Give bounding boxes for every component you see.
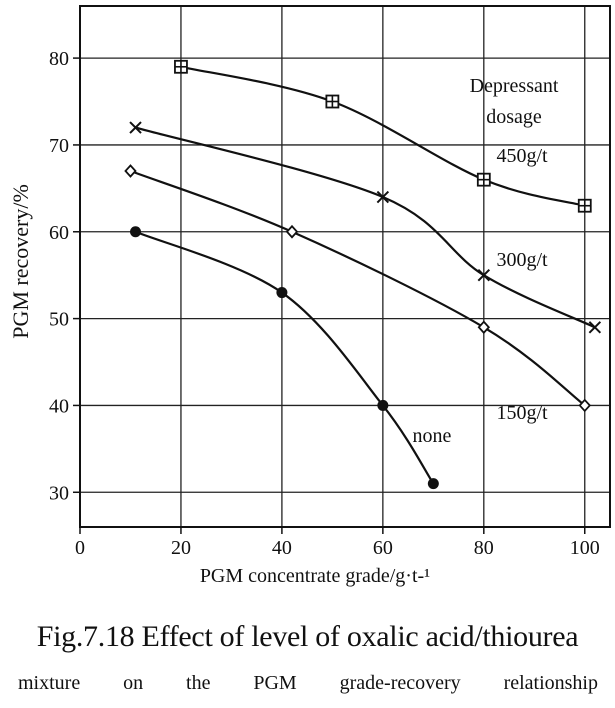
y-tick-label: 60 (49, 222, 69, 244)
legend-title-line-1: Depressant (470, 75, 559, 97)
data-point-marker (477, 268, 491, 282)
data-point-marker (129, 121, 142, 134)
series-line-150g-t (130, 169, 586, 407)
y-tick-label: 50 (49, 309, 69, 331)
series-150g-t: 150g/t (124, 164, 591, 424)
data-point-marker (276, 287, 288, 299)
grade-recovery-chart: 0 20 40 60 80 100 30 40 50 60 70 80 450g/t 300g/t 150… (8, 5, 611, 587)
x-tick-label: 80 (474, 537, 494, 559)
data-series: 450g/t 300g/t 150g/t none (124, 59, 602, 490)
x-tick-label: 100 (570, 537, 600, 559)
series-line-450g-t (180, 65, 586, 207)
data-point-marker (588, 321, 602, 334)
data-point-marker (124, 164, 137, 178)
grid-lines (80, 6, 610, 527)
y-tick-label: 70 (49, 135, 69, 157)
series-300g-t: 300g/t (129, 121, 602, 334)
axis-ticks: 0 20 40 60 80 100 30 40 50 60 70 80 (49, 48, 600, 559)
x-axis-label: PGM concentrate grade/g·t-¹ (200, 565, 430, 587)
data-point-marker (377, 399, 389, 411)
series-label-150g-t: 150g/t (496, 402, 548, 424)
series-450g-t: 450g/t (174, 59, 592, 213)
data-point-marker (427, 478, 439, 490)
data-point-marker (477, 320, 491, 335)
series-line-300g-t (135, 126, 596, 329)
x-tick-label: 0 (75, 537, 85, 559)
legend-title-line-2: dosage (486, 106, 542, 128)
figure-caption-line-1: Fig.7.18 Effect of level of oxalic acid/… (36, 620, 579, 653)
y-tick-label: 80 (49, 48, 69, 70)
series-label-450g-t: 450g/t (496, 145, 548, 167)
series-line-none (135, 230, 435, 485)
series-none: none (130, 226, 452, 490)
x-tick-label: 60 (373, 537, 393, 559)
data-point-marker (376, 190, 390, 204)
plot-frame (79, 5, 611, 528)
figure-caption-line-2: mixture on the PGM grade-recovery relati… (18, 672, 598, 694)
data-point-marker (285, 224, 299, 239)
y-tick-label: 30 (49, 482, 69, 504)
series-label-300g-t: 300g/t (496, 249, 548, 271)
y-tick-label: 40 (49, 395, 69, 417)
series-label-none: none (413, 425, 452, 447)
x-tick-label: 20 (171, 537, 191, 559)
y-axis-label: PGM recovery/% (8, 184, 33, 339)
data-point-marker (578, 398, 591, 413)
data-point-marker (130, 226, 142, 238)
x-tick-label: 40 (272, 537, 292, 559)
